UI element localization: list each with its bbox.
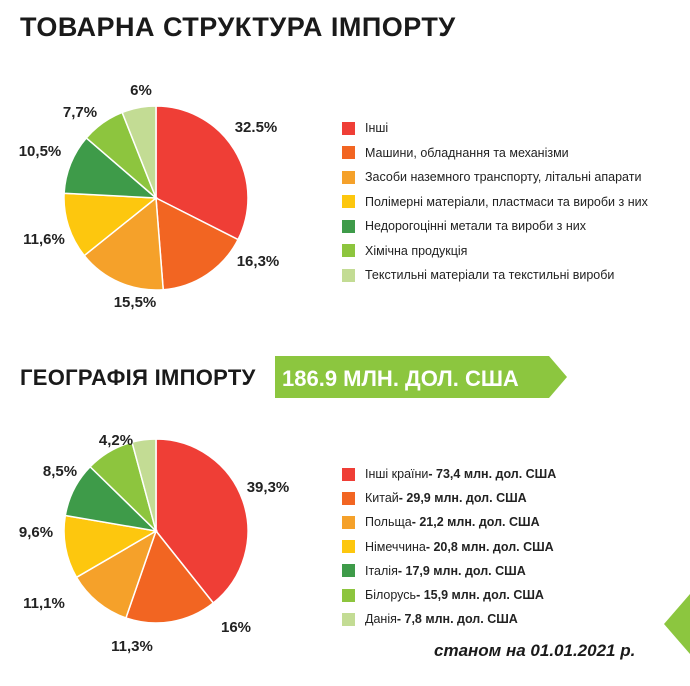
pie2-legend-label-2: Китай — [365, 491, 399, 506]
pie2-legend-item-2: Китай - 29,9 млн. дол. США — [342, 486, 556, 510]
commodity-structure-pie-chart: 32.5% 16,3% 15,5% 11,6% 10,5% 7,7% 6% — [19, 82, 280, 311]
next-arrow-icon — [664, 594, 690, 654]
pie2-legend-label-7: Данія — [365, 612, 397, 627]
pie2-legend-value-7: - 7,8 млн. дол. США — [396, 612, 518, 627]
pie2-legend-value-6: - 15,9 млн. дол. США — [416, 588, 544, 603]
pie1-slice-7 — [121, 105, 157, 199]
pie1-legend-swatch-7 — [342, 268, 355, 282]
pie2-legend-label-5: Італія — [365, 563, 398, 578]
pie2-legend-swatch-5 — [342, 564, 355, 578]
pie1-slice-2-label: 16,3% — [237, 253, 280, 270]
pie2-slice-6-label: 8,5% — [43, 463, 77, 480]
pie2-slice-1-label: 39,3% — [247, 479, 290, 496]
pie2-slice-7-label: 4,2% — [99, 432, 133, 449]
pie2-slice-7 — [131, 438, 157, 532]
pie2-legend-value-3: - 21,2 млн. дол. США — [411, 515, 540, 530]
pie2-legend-item-1: Інші країни - 73,4 млн. дол. США — [342, 462, 556, 486]
pie2-legend-swatch-4 — [342, 540, 355, 554]
pie1-slice-4-label: 11,6% — [23, 231, 65, 248]
pie2-slice-3-label: 11,3% — [111, 638, 153, 655]
pie1-legend-swatch-4 — [342, 195, 355, 209]
structure-title: ТОВАРНА СТРУКТУРА ІМПОРТУ — [20, 12, 456, 42]
pie1-legend-item-2: Машини, обладнання та механізми — [342, 141, 648, 166]
pie2-legend-label-3: Польща — [365, 515, 412, 530]
pie1-slice-7-label: 6% — [130, 82, 152, 99]
pie1-legend-label-4: Полімерні матеріали, пластмаси та вироби… — [365, 194, 648, 209]
pie2-slice-5-label: 9,6% — [19, 524, 53, 541]
pie2-slice-4 — [63, 514, 159, 579]
pie1-legend-item-5: Недорогоцінні метали та вироби з них — [342, 214, 648, 239]
pie2-slice-4-label: 11,1% — [23, 595, 65, 612]
pie1-legend-swatch-5 — [342, 219, 355, 233]
pie1-legend-item-3: Засоби наземного транспорту, літальні ап… — [342, 165, 648, 190]
pie2-slice-2-label: 16% — [221, 619, 251, 636]
pie1-slice-2 — [155, 196, 240, 291]
pie2-legend-item-4: Німеччина - 20,8 млн. дол. США — [342, 535, 556, 559]
total-amount-banner — [275, 356, 567, 398]
pie1-legend-swatch-1 — [342, 121, 355, 135]
pie2-legend-label-6: Білорусь — [365, 588, 417, 603]
pie1-legend-item-7: Текстильні матеріали та текстильні вироб… — [342, 263, 648, 288]
pie1-slice-4 — [63, 192, 159, 257]
pie1-legend-item-4: Полімерні матеріали, пластмаси та вироби… — [342, 190, 648, 215]
pie1-slice-1 — [155, 105, 249, 241]
pie2-slice-1 — [155, 438, 249, 605]
pie1-slice-3-label: 15,5% — [114, 294, 157, 311]
pie2-legend-item-6: Білорусь - 15,9 млн. дол. США — [342, 583, 556, 607]
pie2-legend-item-7: Данія - 7,8 млн. дол. США — [342, 607, 556, 631]
pie2-legend-label-1: Інші країни — [365, 467, 429, 482]
pie1-legend-label-3: Засоби наземного транспорту, літальні ап… — [365, 170, 642, 185]
pie1-legend-label-5: Недорогоцінні метали та вироби з них — [365, 219, 586, 234]
total-amount-label: 186.9 МЛН. ДОЛ. США — [282, 366, 519, 391]
commodity-structure-legend: Інші Машини, обладнання та механізми Засоб… — [342, 116, 648, 288]
pie1-legend-label-7: Текстильні матеріали та текстильні вироб… — [365, 268, 615, 283]
pie2-legend-label-4: Німеччина — [365, 539, 426, 554]
pie2-slice-2 — [124, 529, 215, 624]
pie2-legend-swatch-2 — [342, 491, 355, 505]
pie2-legend-value-2: - 29,9 млн. дол. США — [398, 491, 527, 506]
pie1-legend-item-6: Хімічна продукція — [342, 239, 648, 264]
pie2-legend-swatch-7 — [342, 612, 355, 626]
pie1-legend-swatch-6 — [342, 244, 355, 258]
pie2-legend-swatch-1 — [342, 467, 355, 481]
pie1-slice-5-label: 10,5% — [19, 143, 62, 160]
pie2-legend-value-1: - 73,4 млн. дол. США — [428, 467, 557, 482]
pie1-slice-6-label: 7,7% — [63, 104, 97, 121]
pie2-legend-swatch-3 — [342, 515, 355, 529]
pie1-legend-item-1: Інші — [342, 116, 648, 141]
pie1-legend-label-2: Машини, обладнання та механізми — [365, 145, 569, 160]
pie2-legend-value-4: - 20,8 млн. дол. США — [425, 539, 554, 554]
pie2-legend-item-5: Італія - 17,9 млн. дол. США — [342, 559, 556, 583]
geography-title: ГЕОГРАФІЯ ІМПОРТУ — [20, 365, 256, 390]
pie1-slice-3 — [83, 196, 165, 291]
pie2-legend-value-5: - 17,9 млн. дол. США — [397, 563, 526, 578]
date-note: станом на 01.01.2021 р. — [434, 641, 636, 660]
import-geography-legend: Інші країни - 73,4 млн. дол. США Китай - … — [342, 462, 556, 631]
pie1-legend-label-6: Хімічна продукція — [365, 243, 468, 258]
pie2-legend-item-3: Польща - 21,2 млн. дол. США — [342, 510, 556, 534]
pie1-legend-label-1: Інші — [365, 121, 389, 136]
import-geography-pie-chart: 39,3% 16% 11,3% 11,1% 9,6% 8,5% 4,2% — [19, 432, 290, 655]
pie1-slice-1-label: 32.5% — [235, 119, 278, 136]
pie1-legend-swatch-3 — [342, 170, 355, 184]
pie2-slice-3 — [75, 529, 158, 619]
pie2-legend-swatch-6 — [342, 588, 355, 602]
pie1-legend-swatch-2 — [342, 146, 355, 160]
